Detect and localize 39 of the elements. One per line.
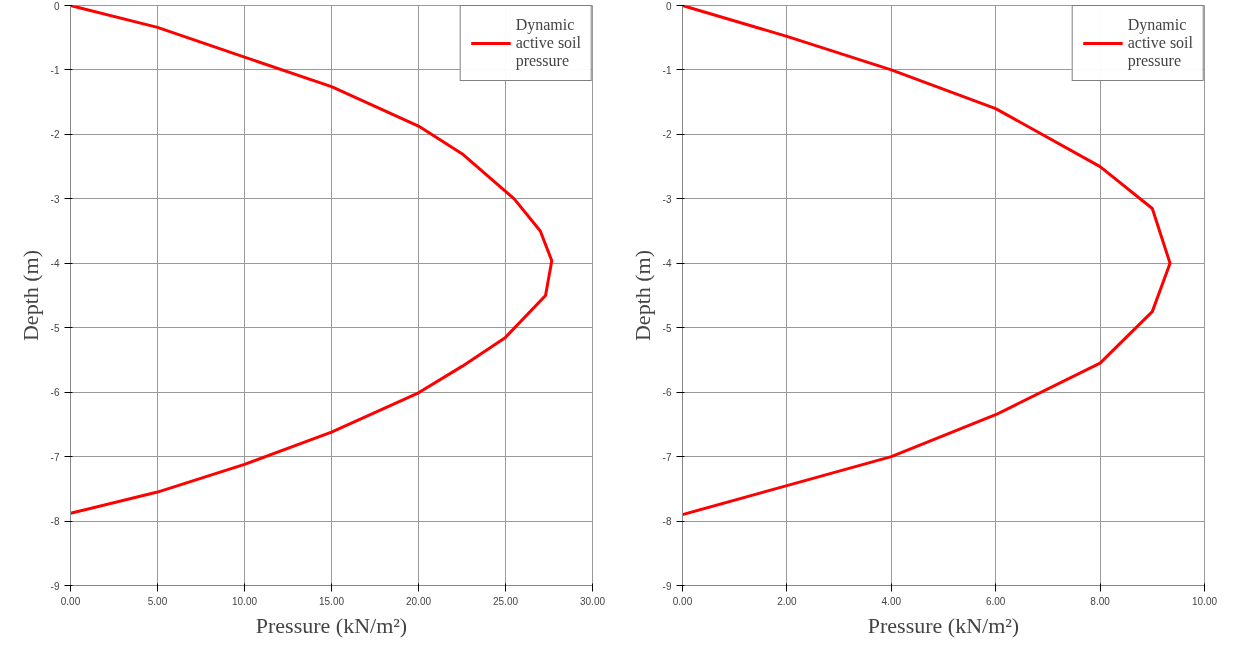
y-tick-label: -4 xyxy=(662,258,672,270)
y-tick-label: -1 xyxy=(662,64,672,76)
y-tick-label: 0 xyxy=(53,0,60,12)
y-tick-label: -2 xyxy=(50,129,60,141)
x-tick-label: 0.00 xyxy=(60,595,81,607)
x-tick-label: 6.00 xyxy=(985,595,1006,607)
x-tick-label: 25.00 xyxy=(492,595,519,607)
y-axis-title: Depth (m) xyxy=(17,249,43,342)
x-tick-label: 15.00 xyxy=(318,595,345,607)
y-tick-label: -3 xyxy=(662,193,672,205)
y-axis-title: Depth (m) xyxy=(629,249,655,342)
x-tick-label: 10.00 xyxy=(1191,595,1218,607)
x-tick-label: 5.00 xyxy=(147,595,168,607)
y-tick-label: -3 xyxy=(50,193,60,205)
x-axis-title: Pressure (kN/m²) xyxy=(867,612,1020,638)
x-tick-label: 30.00 xyxy=(579,595,606,607)
y-tick-label: -9 xyxy=(50,580,60,592)
y-tick-label: -5 xyxy=(662,322,672,334)
y-tick-label: -1 xyxy=(50,64,60,76)
y-tick-label: -7 xyxy=(662,451,672,463)
x-tick-label: 2.00 xyxy=(777,595,798,607)
x-tick-label: 20.00 xyxy=(405,595,432,607)
y-tick-label: -5 xyxy=(50,322,60,334)
x-tick-label: 10.00 xyxy=(231,595,258,607)
y-tick-label: -4 xyxy=(50,258,60,270)
y-tick-label: 0 xyxy=(665,0,672,12)
y-tick-label: -8 xyxy=(50,516,60,528)
y-tick-label: -6 xyxy=(662,387,672,399)
legend-label: Dynamic active soil pressure xyxy=(1127,16,1193,70)
x-axis-title: Pressure (kN/m²) xyxy=(255,612,408,638)
y-tick-label: -6 xyxy=(50,387,60,399)
x-tick-label: 8.00 xyxy=(1090,595,1111,607)
y-tick-label: -8 xyxy=(662,516,672,528)
y-tick-label: -9 xyxy=(662,580,672,592)
x-tick-label: 0.00 xyxy=(672,595,693,607)
x-tick-label: 4.00 xyxy=(881,595,902,607)
legend-label: Dynamic active soil pressure xyxy=(515,16,581,70)
y-tick-label: -7 xyxy=(50,451,60,463)
y-tick-label: -2 xyxy=(662,129,672,141)
